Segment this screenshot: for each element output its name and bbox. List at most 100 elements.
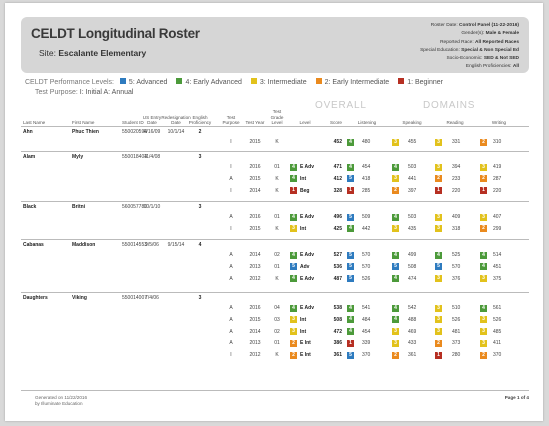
speaking-level-badge: 4 bbox=[392, 275, 399, 283]
test-year-cell: 2015 bbox=[249, 139, 261, 145]
test-purpose-cell: I bbox=[230, 139, 232, 145]
writing-level-badge: 1 bbox=[480, 187, 487, 195]
us-entry-date: 11/4/08 bbox=[143, 154, 161, 160]
reading-score: 280 bbox=[452, 352, 461, 359]
speaking-level-badge: 4 bbox=[392, 251, 399, 259]
test-year-cell: 2013 bbox=[249, 263, 261, 270]
listening-level-badge: 4 bbox=[347, 163, 354, 171]
english-proficiency: 3 bbox=[198, 204, 202, 210]
filter-value: All Reported Races bbox=[475, 39, 519, 45]
writing-level-badge: 2 bbox=[480, 175, 487, 183]
writing-score: 514 bbox=[493, 252, 502, 258]
legend-swatch bbox=[119, 78, 126, 84]
listening-score: 480 bbox=[362, 139, 371, 145]
test-grade-cell: 01 bbox=[274, 340, 280, 347]
legend-text: 5: Advanced bbox=[128, 78, 168, 86]
reading-level-badge: 4 bbox=[435, 251, 442, 259]
overall-level-badge: 5 bbox=[290, 263, 297, 271]
test-year-cell: 2013 bbox=[249, 340, 261, 347]
student-last-name: Daughters bbox=[23, 295, 48, 301]
reading-level-badge: 1 bbox=[435, 187, 442, 195]
test-year-cell: 2014 bbox=[249, 252, 261, 258]
reading-level-badge: 1 bbox=[435, 351, 442, 359]
test-purpose: Test Purpose: I: Initial A: Annual bbox=[35, 89, 133, 96]
listening-score: 570 bbox=[362, 252, 371, 258]
listening-score: 526 bbox=[362, 275, 371, 282]
reading-level-badge: 3 bbox=[435, 304, 442, 312]
reading-level-badge: 3 bbox=[435, 163, 442, 171]
listening-level-badge: 5 bbox=[347, 175, 354, 183]
generated-date: Generated on 11/22/2016 bbox=[35, 395, 88, 400]
overall-level-badge: 3 bbox=[290, 316, 297, 324]
overall-score: 471 bbox=[333, 164, 342, 170]
listening-score: 509 bbox=[362, 214, 371, 220]
speaking-level-badge: 4 bbox=[392, 316, 399, 324]
test-purpose-cell: I bbox=[230, 164, 232, 170]
test-purpose-cell: A bbox=[229, 275, 233, 282]
filter-label: Special Education: bbox=[420, 47, 462, 53]
writing-level-badge: 3 bbox=[480, 163, 487, 171]
overall-level-text: Int bbox=[300, 175, 307, 182]
col-header-reading: Reading bbox=[446, 119, 464, 125]
filter-label: Roster Date: bbox=[430, 23, 460, 28]
col-header-listening: Listening bbox=[357, 119, 377, 125]
filter-label: Socio-Economic: bbox=[446, 56, 484, 62]
col-header-year: Test Year bbox=[245, 119, 265, 125]
test-grade-cell: K bbox=[275, 275, 279, 282]
writing-level-badge: 4 bbox=[480, 263, 487, 271]
overall-level-badge: 3 bbox=[290, 328, 297, 336]
overall-level-badge: 3 bbox=[290, 225, 297, 233]
reading-score: 525 bbox=[452, 252, 461, 258]
reading-level-badge: 3 bbox=[435, 275, 442, 283]
listening-level-badge: 5 bbox=[347, 275, 354, 283]
overall-score: 328 bbox=[333, 187, 342, 194]
student-last-name: Alam bbox=[23, 154, 36, 160]
speaking-level-badge: 4 bbox=[392, 163, 399, 171]
filter-label: Reported Race: bbox=[440, 39, 475, 45]
speaking-score: 542 bbox=[408, 305, 417, 311]
legend-text: 1: Beginner bbox=[407, 78, 443, 86]
reading-level-badge: 3 bbox=[435, 225, 442, 233]
overall-level-badge: 4 bbox=[290, 163, 297, 171]
us-entry-date: 7/4/06 bbox=[145, 295, 159, 301]
overall-level-text: E Int bbox=[300, 352, 311, 359]
listening-level-badge: 4 bbox=[347, 304, 354, 312]
test-purpose-cell: A bbox=[229, 305, 233, 311]
legend-swatch bbox=[250, 78, 257, 84]
test-grade-cell: K bbox=[275, 187, 279, 194]
writing-score: 370 bbox=[493, 352, 502, 359]
reading-score: 570 bbox=[452, 263, 461, 270]
test-grade-cell: 03 bbox=[274, 316, 280, 323]
writing-score: 526 bbox=[493, 316, 502, 323]
overall-score: 538 bbox=[333, 305, 342, 311]
writing-level-badge: 3 bbox=[480, 339, 487, 347]
overall-level-text: Adv bbox=[300, 263, 310, 270]
overall-score: 386 bbox=[333, 340, 342, 347]
speaking-level-badge: 3 bbox=[392, 175, 399, 183]
writing-score: 407 bbox=[493, 214, 502, 220]
overall-level-text: Int bbox=[300, 316, 307, 323]
speaking-level-badge: 4 bbox=[392, 213, 399, 221]
test-grade-cell: 04 bbox=[274, 305, 280, 311]
legend-text: 2: Early Intermediate bbox=[324, 78, 390, 86]
filter-value: Male & Female bbox=[485, 31, 519, 37]
overall-level-badge: 2 bbox=[290, 351, 297, 359]
overall-level-text: Int bbox=[300, 328, 307, 335]
writing-score: 485 bbox=[493, 328, 502, 335]
writing-level-badge: 2 bbox=[480, 138, 487, 146]
listening-score: 454 bbox=[362, 328, 371, 335]
overall-level-text: E Int bbox=[300, 340, 311, 347]
overall-level-badge: 1 bbox=[290, 187, 297, 195]
student-id: 550014553 bbox=[122, 242, 148, 248]
test-purpose-cell: A bbox=[229, 214, 233, 220]
test-purpose-cell: A bbox=[229, 316, 233, 323]
test-purpose-cell: A bbox=[229, 175, 233, 182]
student-id: 560057780 bbox=[122, 204, 148, 210]
filter-line: Roster Date: Control Panel (11-22-2016) bbox=[319, 22, 519, 30]
writing-score: 375 bbox=[493, 275, 502, 282]
english-proficiency: 3 bbox=[198, 295, 202, 301]
listening-score: 570 bbox=[362, 263, 371, 270]
reading-score: 233 bbox=[452, 175, 461, 182]
test-grade-cell: K bbox=[275, 225, 279, 232]
listening-score: 541 bbox=[362, 305, 371, 311]
